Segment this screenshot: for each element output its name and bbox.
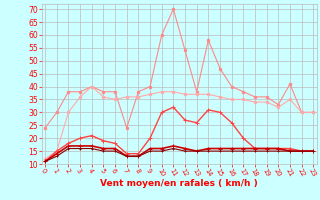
X-axis label: Vent moyen/en rafales ( km/h ): Vent moyen/en rafales ( km/h ) bbox=[100, 179, 258, 188]
